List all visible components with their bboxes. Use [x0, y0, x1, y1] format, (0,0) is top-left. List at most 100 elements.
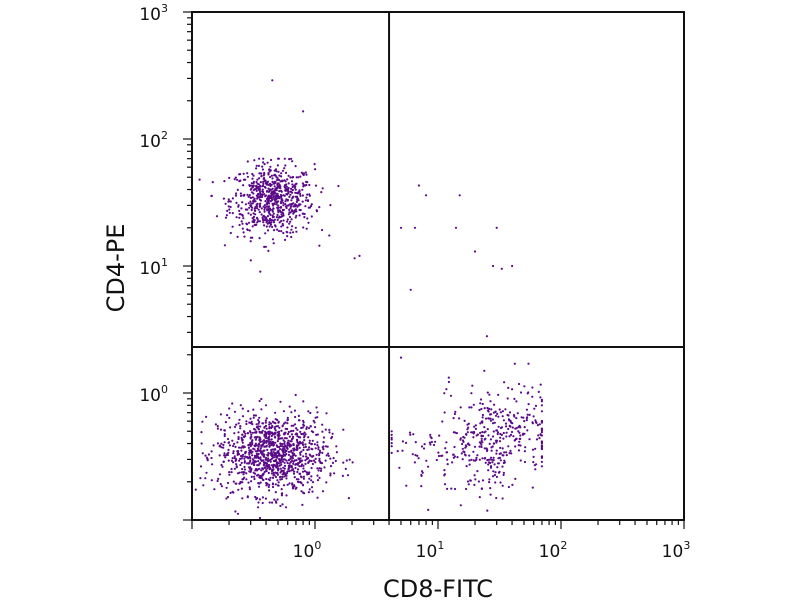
- data-point: [253, 448, 256, 451]
- data-point: [268, 435, 271, 438]
- data-point: [446, 458, 449, 461]
- data-point: [226, 437, 230, 441]
- data-point: [257, 208, 260, 211]
- data-point: [261, 185, 264, 188]
- data-point: [241, 481, 244, 484]
- data-point: [345, 459, 348, 462]
- data-point: [499, 459, 502, 462]
- data-point: [295, 448, 298, 451]
- data-point: [277, 229, 281, 233]
- data-point: [453, 412, 456, 416]
- data-point: [252, 416, 255, 419]
- data-point: [290, 205, 293, 208]
- data-point: [306, 193, 309, 196]
- data-point: [275, 170, 278, 173]
- data-point: [510, 264, 514, 268]
- data-point: [301, 463, 304, 466]
- data-point: [319, 469, 323, 472]
- data-point: [461, 447, 464, 450]
- data-point: [307, 221, 310, 224]
- data-point: [225, 497, 228, 500]
- data-point: [271, 501, 274, 504]
- data-point: [290, 157, 293, 160]
- data-point: [474, 424, 477, 427]
- data-point: [199, 465, 203, 468]
- data-point: [272, 441, 275, 444]
- data-point: [256, 464, 259, 467]
- data-point: [261, 422, 265, 425]
- data-point: [242, 473, 245, 476]
- data-point: [255, 189, 258, 192]
- data-point: [301, 459, 304, 462]
- data-point: [468, 406, 471, 409]
- data-point: [271, 483, 275, 486]
- data-point: [478, 408, 481, 412]
- data-point: [217, 477, 220, 480]
- data-point: [316, 441, 319, 444]
- data-point: [279, 504, 282, 508]
- data-point: [284, 450, 287, 454]
- y-tick-base: 10: [139, 259, 161, 279]
- data-point: [278, 426, 281, 429]
- data-point: [474, 427, 477, 430]
- data-point: [273, 180, 276, 183]
- data-point: [284, 437, 287, 440]
- data-point: [253, 463, 256, 467]
- data-point: [303, 216, 306, 219]
- data-point: [298, 203, 301, 206]
- data-point: [470, 431, 473, 434]
- data-point: [270, 199, 273, 202]
- data-point: [238, 471, 241, 474]
- data-point: [299, 453, 302, 456]
- data-point: [491, 418, 494, 421]
- data-point: [234, 457, 237, 460]
- data-point: [261, 451, 264, 454]
- data-point: [280, 194, 283, 197]
- data-point: [306, 473, 309, 476]
- data-point: [297, 457, 300, 460]
- data-point: [417, 184, 420, 187]
- data-point: [287, 182, 290, 185]
- data-point: [257, 183, 260, 186]
- data-point: [480, 437, 483, 440]
- data-point: [346, 474, 350, 477]
- data-point: [534, 447, 537, 450]
- data-point: [298, 465, 301, 468]
- data-point: [289, 207, 292, 210]
- data-point: [272, 202, 275, 205]
- data-point: [251, 220, 254, 223]
- data-point: [261, 477, 264, 480]
- data-point: [247, 202, 250, 205]
- data-point: [486, 391, 489, 394]
- data-point: [247, 446, 250, 449]
- data-point: [518, 437, 521, 440]
- data-point: [540, 410, 544, 413]
- data-point: [476, 470, 479, 473]
- data-point: [310, 479, 313, 482]
- data-point: [295, 438, 299, 441]
- data-point: [253, 456, 256, 459]
- data-point: [201, 420, 204, 423]
- data-point: [427, 465, 430, 468]
- data-point: [234, 445, 237, 448]
- data-point: [298, 419, 301, 422]
- data-point: [265, 456, 268, 459]
- data-point: [268, 465, 271, 468]
- data-point: [478, 496, 481, 499]
- data-point: [246, 462, 249, 465]
- data-point: [483, 457, 486, 460]
- data-point: [270, 450, 273, 453]
- data-point: [242, 172, 245, 175]
- data-point: [499, 436, 502, 439]
- data-point: [459, 437, 462, 440]
- data-point: [282, 214, 285, 217]
- data-point: [316, 467, 319, 470]
- data-point: [501, 410, 504, 413]
- data-point: [226, 414, 229, 417]
- data-point: [492, 430, 495, 433]
- data-point: [275, 216, 278, 219]
- data-point: [273, 474, 276, 477]
- data-point: [479, 442, 482, 445]
